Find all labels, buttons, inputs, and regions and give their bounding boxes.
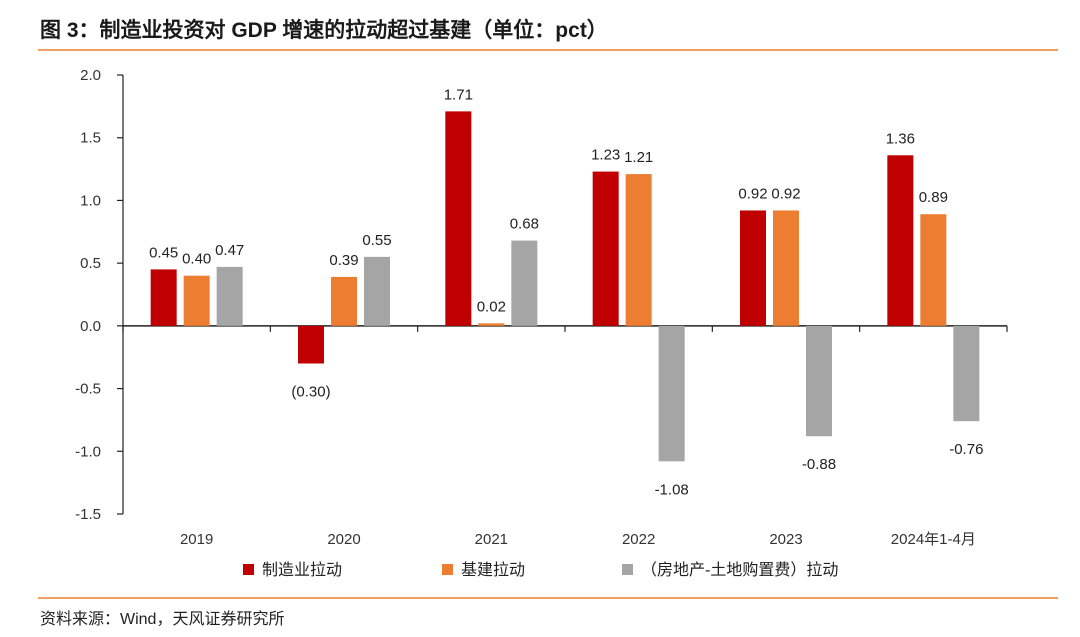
data-label: -1.08 bbox=[655, 481, 689, 498]
data-label: (0.30) bbox=[291, 383, 330, 400]
bar bbox=[478, 323, 505, 326]
y-tick-label: 2.0 bbox=[80, 67, 101, 84]
chart-title: 图 3：制造业投资对 GDP 增速的拉动超过基建（单位：pct） bbox=[40, 19, 608, 42]
x-tick-label: 2019 bbox=[180, 531, 213, 548]
bar bbox=[658, 325, 685, 462]
bar bbox=[592, 171, 619, 326]
x-tick-label: 2024年1-4月 bbox=[891, 531, 976, 548]
data-label: 0.47 bbox=[215, 242, 244, 259]
bar bbox=[364, 256, 390, 326]
bar bbox=[298, 325, 324, 364]
data-label: 0.92 bbox=[771, 185, 800, 202]
bar bbox=[331, 276, 357, 326]
data-label: 1.71 bbox=[444, 86, 473, 103]
legend-label: 基建拉动 bbox=[461, 561, 525, 579]
data-label: 0.55 bbox=[362, 232, 391, 249]
title-rule bbox=[38, 49, 1058, 51]
legend-label: （房地产-土地购置费）拉动 bbox=[641, 561, 838, 579]
bar bbox=[625, 174, 652, 326]
data-label: 1.36 bbox=[886, 130, 915, 147]
bar bbox=[740, 210, 766, 326]
bar bbox=[806, 325, 832, 437]
x-tick-label: 2020 bbox=[327, 531, 360, 548]
bar bbox=[920, 214, 947, 326]
legend-swatch bbox=[442, 564, 453, 575]
bar bbox=[150, 269, 177, 326]
data-label: 0.39 bbox=[329, 252, 358, 269]
x-tick-label: 2023 bbox=[769, 531, 802, 548]
y-tick-label: 1.0 bbox=[80, 192, 101, 209]
data-label: 0.89 bbox=[919, 189, 948, 206]
source-note: 资料来源：Wind，天风证券研究所 bbox=[40, 611, 285, 628]
x-tick-label: 2022 bbox=[622, 531, 655, 548]
data-label: -0.76 bbox=[949, 441, 983, 458]
source-rule bbox=[38, 597, 1058, 599]
bar bbox=[773, 210, 799, 326]
y-tick-label: -0.5 bbox=[75, 381, 101, 398]
data-label: 0.40 bbox=[182, 251, 211, 268]
y-tick-label: -1.0 bbox=[75, 443, 101, 460]
legend-label: 制造业拉动 bbox=[262, 561, 342, 579]
bar-chart: 2.0 1.5 1.0 0.5 0.0 -0.5 -1.0 -1.5 2019 2020 2021 2… bbox=[75, 67, 1008, 579]
bar bbox=[887, 155, 914, 326]
data-label: 0.45 bbox=[149, 244, 178, 261]
bar bbox=[445, 111, 472, 326]
y-tick-label: -1.5 bbox=[75, 506, 101, 523]
legend-swatch bbox=[622, 564, 633, 575]
y-tick-label: 0.5 bbox=[80, 255, 101, 272]
bar bbox=[953, 325, 980, 422]
legend-swatch bbox=[243, 564, 254, 575]
y-tick-label: 0.0 bbox=[80, 318, 101, 335]
x-tick-label: 2021 bbox=[475, 531, 508, 548]
data-label: -0.88 bbox=[802, 456, 836, 473]
bar bbox=[183, 275, 210, 326]
bar bbox=[511, 240, 538, 326]
data-label: 0.92 bbox=[738, 185, 767, 202]
data-label: 1.21 bbox=[624, 149, 653, 166]
data-label: 0.68 bbox=[510, 216, 539, 233]
data-label: 1.23 bbox=[591, 147, 620, 164]
bar bbox=[216, 266, 243, 326]
y-tick-label: 1.5 bbox=[80, 130, 101, 147]
data-label: 0.02 bbox=[477, 298, 506, 315]
